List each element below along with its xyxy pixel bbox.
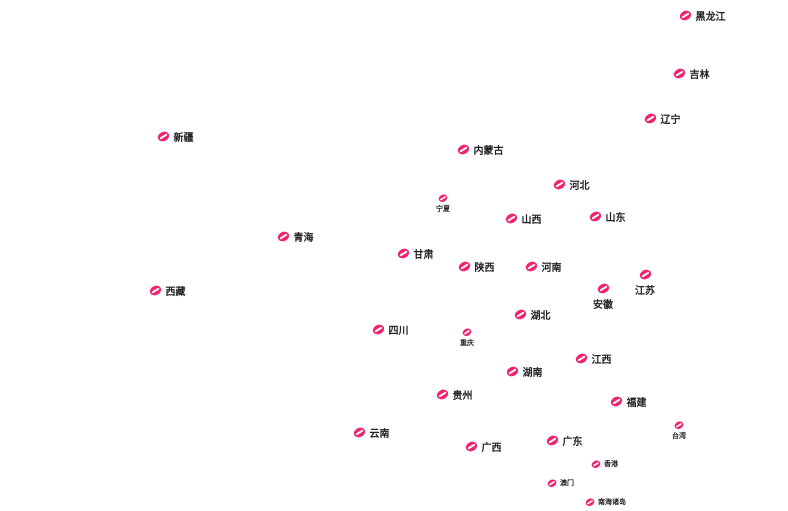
province-label: 河北 bbox=[569, 180, 590, 192]
pink-capsule-icon bbox=[553, 179, 565, 189]
province-label: 江西 bbox=[591, 354, 612, 366]
marker-12[interactable]: 陕西 bbox=[458, 259, 495, 274]
pink-capsule-icon bbox=[597, 283, 609, 293]
province-label: 广东 bbox=[562, 436, 583, 448]
marker-6[interactable]: 河北 bbox=[553, 177, 590, 192]
marker-30[interactable]: 南海诸岛 bbox=[585, 497, 626, 507]
pink-capsule-icon bbox=[353, 427, 365, 437]
pink-capsule-icon bbox=[397, 248, 409, 258]
pink-capsule-icon bbox=[679, 10, 691, 20]
province-label: 吉林 bbox=[689, 69, 710, 81]
province-label: 四川 bbox=[388, 325, 409, 337]
province-label: 湖南 bbox=[522, 367, 543, 379]
pink-capsule-icon bbox=[589, 211, 601, 221]
pink-capsule-icon bbox=[547, 479, 557, 487]
province-label: 重庆 bbox=[460, 339, 474, 348]
province-label: 青海 bbox=[293, 232, 314, 244]
pink-capsule-icon bbox=[438, 194, 448, 202]
marker-16[interactable]: 西藏 bbox=[149, 283, 186, 298]
pink-capsule-icon bbox=[591, 460, 601, 468]
pink-capsule-icon bbox=[157, 131, 169, 141]
pink-capsule-icon bbox=[585, 498, 595, 506]
marker-21[interactable]: 湖南 bbox=[506, 364, 543, 379]
marker-29[interactable]: 澳门 bbox=[547, 478, 574, 488]
province-label: 台湾 bbox=[672, 432, 686, 441]
province-label: 宁夏 bbox=[436, 205, 450, 214]
province-label: 陕西 bbox=[474, 262, 495, 274]
marker-20[interactable]: 江西 bbox=[575, 351, 612, 366]
marker-27[interactable]: 广西 bbox=[465, 439, 502, 454]
pink-capsule-icon bbox=[436, 389, 448, 399]
province-label: 安徽 bbox=[593, 299, 613, 311]
pink-capsule-icon bbox=[525, 261, 537, 271]
province-label: 黑龙江 bbox=[695, 11, 726, 23]
province-label: 甘肃 bbox=[413, 249, 434, 261]
province-label: 河南 bbox=[541, 262, 562, 274]
marker-5[interactable]: 内蒙古 bbox=[457, 142, 504, 157]
marker-3[interactable]: 辽宁 bbox=[644, 111, 681, 126]
pink-capsule-icon bbox=[575, 353, 587, 363]
province-label: 云南 bbox=[369, 428, 390, 440]
province-label: 贵州 bbox=[452, 390, 473, 402]
province-label: 福建 bbox=[626, 397, 647, 409]
marker-10[interactable]: 青海 bbox=[277, 229, 314, 244]
pink-capsule-icon bbox=[506, 366, 518, 376]
marker-22[interactable]: 贵州 bbox=[436, 387, 473, 402]
pink-capsule-icon bbox=[149, 285, 161, 295]
province-label: 澳门 bbox=[560, 479, 574, 487]
marker-7[interactable]: 宁夏 bbox=[423, 194, 463, 215]
pink-capsule-icon bbox=[546, 435, 558, 445]
marker-9[interactable]: 山东 bbox=[589, 209, 626, 224]
pink-capsule-icon bbox=[674, 421, 684, 429]
pink-capsule-icon bbox=[465, 441, 477, 451]
pink-capsule-icon bbox=[639, 269, 651, 279]
marker-17[interactable]: 湖北 bbox=[514, 307, 551, 322]
marker-28[interactable]: 香港 bbox=[591, 459, 618, 469]
marker-18[interactable]: 四川 bbox=[372, 322, 409, 337]
province-label: 山东 bbox=[605, 212, 626, 224]
pink-capsule-icon bbox=[458, 261, 470, 271]
pink-capsule-icon bbox=[462, 328, 472, 336]
province-label: 山西 bbox=[521, 214, 542, 226]
marker-26[interactable]: 广东 bbox=[546, 433, 583, 448]
marker-4[interactable]: 新疆 bbox=[157, 129, 194, 144]
marker-24[interactable]: 云南 bbox=[353, 425, 390, 440]
marker-19[interactable]: 重庆 bbox=[447, 328, 487, 349]
marker-14[interactable]: 江苏 bbox=[625, 269, 665, 297]
marker-13[interactable]: 河南 bbox=[525, 259, 562, 274]
pink-capsule-icon bbox=[644, 113, 656, 123]
marker-11[interactable]: 甘肃 bbox=[397, 246, 434, 261]
province-label: 湖北 bbox=[530, 310, 551, 322]
province-label: 江苏 bbox=[635, 285, 655, 297]
marker-2[interactable]: 吉林 bbox=[673, 66, 710, 81]
marker-8[interactable]: 山西 bbox=[505, 211, 542, 226]
marker-25[interactable]: 台湾 bbox=[659, 421, 699, 442]
pink-capsule-icon bbox=[277, 231, 289, 241]
province-label: 广西 bbox=[481, 442, 502, 454]
pink-capsule-icon bbox=[673, 68, 685, 78]
marker-23[interactable]: 福建 bbox=[610, 394, 647, 409]
pink-capsule-icon bbox=[514, 309, 526, 319]
pink-capsule-icon bbox=[372, 324, 384, 334]
province-label: 新疆 bbox=[173, 132, 194, 144]
province-label: 内蒙古 bbox=[473, 145, 504, 157]
marker-15[interactable]: 安徽 bbox=[583, 283, 623, 311]
province-label: 辽宁 bbox=[660, 114, 681, 126]
pink-capsule-icon bbox=[610, 396, 622, 406]
pink-capsule-icon bbox=[505, 213, 517, 223]
province-label: 南海诸岛 bbox=[598, 498, 626, 506]
province-label: 香港 bbox=[604, 460, 618, 468]
province-label: 西藏 bbox=[165, 286, 186, 298]
pink-capsule-icon bbox=[457, 144, 469, 154]
marker-1[interactable]: 黑龙江 bbox=[679, 8, 726, 23]
